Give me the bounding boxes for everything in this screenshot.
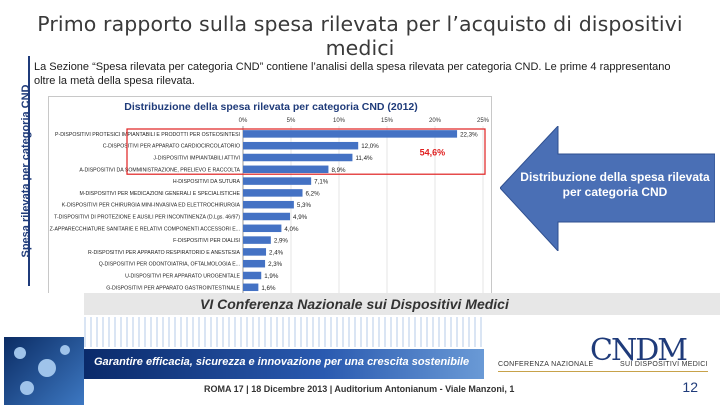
category-label: A-DISPOSITIVI DA SOMMINISTRAZIONE, PRELI… [79, 167, 240, 173]
x-tick-label: 0% [239, 118, 248, 124]
slide-title: Primo rapporto sulla spesa rilevata per … [37, 12, 683, 60]
category-label: M-DISPOSITIVI PER MEDICAZIONI GENERALI E… [79, 191, 240, 197]
data-label: 4,0% [284, 226, 299, 233]
category-label: P-DISPOSITIVI PROTESICI IMPIANTABILI E P… [55, 132, 240, 138]
category-label: K-DISPOSITIVI PER CHIRURGIA MINI-INVASIV… [62, 203, 241, 209]
bar [243, 212, 291, 221]
category-label: R-DISPOSITIVI PER APPARATO RESPIRATORIO … [88, 250, 241, 256]
bar [243, 248, 267, 256]
data-label: 1,6% [261, 285, 276, 292]
bar [243, 236, 271, 244]
callout-arrow-shape [500, 126, 715, 251]
bar [243, 153, 353, 162]
x-tick-label: 25% [477, 118, 490, 124]
category-label: U-DISPOSITIVI PER APPARATO UROGENITALE [125, 274, 240, 280]
chart-title: Distribuzione della spesa rilevata per c… [124, 101, 418, 113]
data-label: 2,9% [274, 238, 289, 245]
banner-conference-title: VI Conferenza Nazionale sui Dispositivi … [84, 293, 720, 315]
banner-image [4, 337, 84, 405]
category-label: H-DISPOSITIVI DA SUTURA [173, 179, 241, 185]
x-tick-label: 5% [287, 118, 296, 124]
x-tick-label: 20% [429, 118, 442, 124]
bar [243, 200, 294, 209]
x-tick-label: 15% [381, 118, 394, 124]
side-divider [28, 56, 30, 286]
side-label: Spesa rilevata per categoria CND [20, 84, 32, 258]
data-label: 5,3% [297, 202, 312, 209]
logo-rule [498, 371, 708, 372]
category-label: G-DISPOSITIVI PER APPARATO GASTROINTESTI… [106, 285, 240, 291]
bar [243, 177, 312, 185]
bar [243, 189, 303, 197]
logo-right-text: SUI DISPOSITIVI MEDICI [620, 361, 708, 368]
data-label: 4,9% [293, 214, 308, 221]
highlight-label: 54,6% [420, 148, 446, 158]
bar [243, 283, 259, 292]
banner-tagline-bar: Garantire efficacia, sicurezza e innovaz… [84, 349, 484, 379]
page-number: 12 [682, 379, 698, 395]
category-label: C-DISPOSITIVI PER APPARATO CARDIOCIRCOLA… [103, 144, 240, 150]
side-label-area: Spesa rilevata per categoria CND [16, 58, 36, 284]
intro-text: La Sezione “Spesa rilevata per categoria… [34, 61, 671, 87]
data-label: 2,4% [269, 249, 284, 256]
bar [243, 259, 266, 268]
bar [243, 271, 262, 280]
logo-left-text: CONFERENZA NAZIONALE [498, 361, 594, 368]
data-label: 2,3% [268, 261, 283, 268]
category-label: Q-DISPOSITIVI PER ODONTOIATRIA, OFTALMOL… [99, 262, 240, 268]
data-label: 11,4% [355, 155, 373, 162]
data-label: 6,2% [306, 190, 321, 197]
data-label: 1,9% [264, 273, 279, 280]
bar [243, 141, 359, 150]
logo-mark: CNDM [590, 333, 688, 368]
x-tick-label: 10% [333, 118, 346, 124]
data-label: 7,1% [314, 179, 329, 186]
conference-banner: VI Conferenza Nazionale sui Dispositivi … [0, 293, 720, 405]
category-label: J-DISPOSITIVI IMPIANTABILI ATTIVI [153, 156, 240, 162]
data-label: 8,9% [331, 167, 346, 174]
callout-text: Distribuzione della spesa rilevata per c… [520, 170, 710, 199]
category-label: T-DISPOSITIVI DI PROTEZIONE E AUSILI PER… [54, 215, 240, 221]
bar [243, 224, 282, 233]
banner-date-place: ROMA 17 | 18 Dicembre 2013 | Auditorium … [204, 384, 515, 394]
category-label: Z-APPARECCHIATURE SANITARIE E RELATIVI C… [50, 226, 240, 232]
bar [243, 130, 458, 138]
category-label: F-DISPOSITIVI PER DIALISI [173, 238, 240, 244]
banner-pattern [84, 317, 484, 347]
top4-highlight-box [126, 128, 486, 175]
data-label: 22,3% [460, 131, 478, 138]
data-label: 12,0% [361, 143, 379, 150]
banner-tagline: Garantire efficacia, sicurezza e innovaz… [94, 356, 470, 368]
bar [243, 165, 329, 174]
conference-logo: CNDM CONFERENZA NAZIONALE SUI DISPOSITIV… [498, 333, 708, 383]
